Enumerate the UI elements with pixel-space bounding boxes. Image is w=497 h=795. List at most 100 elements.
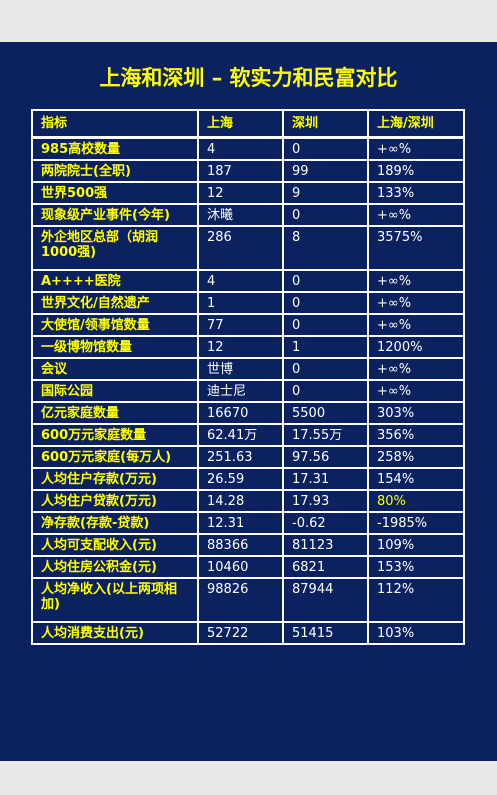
cell-shanghai: 52722	[197, 620, 284, 645]
table-row: 世界文化/自然遗产 1 0 +∞%	[31, 290, 465, 315]
table-row: 净存款(存款-贷款) 12.31 -0.62 -1985%	[31, 510, 465, 535]
cell-ratio: 153%	[367, 554, 465, 579]
cell-shenzhen: 87944	[282, 576, 369, 623]
table-row: 600万元家庭(每万人) 251.63 97.56 258%	[31, 444, 465, 469]
cell-shanghai: 4	[197, 136, 284, 161]
cell-shenzhen: 17.31	[282, 466, 369, 491]
cell-indicator: 人均消费支出(元)	[31, 620, 199, 645]
cell-ratio: 258%	[367, 444, 465, 469]
slide-title: 上海和深圳 – 软实力和民富对比	[99, 66, 398, 90]
cell-shanghai: 世博	[197, 356, 284, 381]
cell-ratio: 103%	[367, 620, 465, 645]
cell-ratio: +∞%	[367, 378, 465, 403]
cell-indicator: 世界文化/自然遗产	[31, 290, 199, 315]
cell-shenzhen: 6821	[282, 554, 369, 579]
cell-shanghai: 62.41万	[197, 422, 284, 447]
cell-shanghai: 88366	[197, 532, 284, 557]
cell-indicator: 会议	[31, 356, 199, 381]
cell-indicator: 两院院士(全职)	[31, 158, 199, 183]
cell-shanghai: 26.59	[197, 466, 284, 491]
table-row: 外企地区总部（胡润1000强) 286 8 3575%	[31, 224, 465, 271]
cell-shenzhen: 99	[282, 158, 369, 183]
cell-ratio: +∞%	[367, 312, 465, 337]
cell-shenzhen: 0	[282, 136, 369, 161]
table-row: 国际公园 迪士尼 0 +∞%	[31, 378, 465, 403]
table-row: 人均住户存款(万元) 26.59 17.31 154%	[31, 466, 465, 491]
cell-indicator: 人均住户贷款(万元)	[31, 488, 199, 513]
cell-indicator: 一级博物馆数量	[31, 334, 199, 359]
cell-ratio: 112%	[367, 576, 465, 623]
slide: 上海和深圳 – 软实力和民富对比 指标 上海 深圳 上海/深圳 985高校数量 4…	[0, 42, 497, 761]
cell-ratio: 303%	[367, 400, 465, 425]
cell-ratio: +∞%	[367, 356, 465, 381]
table-row: 一级博物馆数量 12 1 1200%	[31, 334, 465, 359]
table-row: 会议 世博 0 +∞%	[31, 356, 465, 381]
cell-shenzhen: 8	[282, 224, 369, 271]
cell-shenzhen: -0.62	[282, 510, 369, 535]
header-cell-indicator: 指标	[31, 109, 199, 139]
cell-shanghai: 286	[197, 224, 284, 271]
cell-shanghai: 12	[197, 334, 284, 359]
cell-shanghai: 1	[197, 290, 284, 315]
table-header-row: 指标 上海 深圳 上海/深圳	[31, 109, 465, 139]
cell-shenzhen: 17.93	[282, 488, 369, 513]
table-row: 世界500强 12 9 133%	[31, 180, 465, 205]
cell-shanghai: 187	[197, 158, 284, 183]
cell-shanghai: 迪士尼	[197, 378, 284, 403]
cell-shanghai: 16670	[197, 400, 284, 425]
cell-indicator: 人均住户存款(万元)	[31, 466, 199, 491]
cell-ratio: 80%	[367, 488, 465, 513]
table-row: 现象级产业事件(今年) 沐曦 0 +∞%	[31, 202, 465, 227]
cell-shenzhen: 17.55万	[282, 422, 369, 447]
cell-ratio: 109%	[367, 532, 465, 557]
cell-shanghai: 14.28	[197, 488, 284, 513]
cell-indicator: A++++医院	[31, 268, 199, 293]
cell-indicator: 大使馆/领事馆数量	[31, 312, 199, 337]
cell-shanghai: 4	[197, 268, 284, 293]
table-row: 人均住户贷款(万元) 14.28 17.93 80%	[31, 488, 465, 513]
cell-ratio: 3575%	[367, 224, 465, 271]
cell-indicator: 人均净收入(以上两项相加)	[31, 576, 199, 623]
table-row: 人均可支配收入(元) 88366 81123 109%	[31, 532, 465, 557]
cell-shenzhen: 81123	[282, 532, 369, 557]
comparison-table: 指标 上海 深圳 上海/深圳 985高校数量 4 0 +∞% 两院院士(全职) 187 99…	[31, 109, 465, 645]
cell-indicator: 亿元家庭数量	[31, 400, 199, 425]
cell-indicator: 现象级产业事件(今年)	[31, 202, 199, 227]
cell-ratio: 1200%	[367, 334, 465, 359]
cell-shanghai: 251.63	[197, 444, 284, 469]
cell-indicator: 净存款(存款-贷款)	[31, 510, 199, 535]
cell-indicator: 人均住房公积金(元)	[31, 554, 199, 579]
table-row: 人均净收入(以上两项相加) 98826 87944 112%	[31, 576, 465, 623]
cell-indicator: 985高校数量	[31, 136, 199, 161]
cell-indicator: 600万元家庭数量	[31, 422, 199, 447]
table-row: 人均住房公积金(元) 10460 6821 153%	[31, 554, 465, 579]
cell-indicator: 国际公园	[31, 378, 199, 403]
cell-shenzhen: 0	[282, 312, 369, 337]
cell-shenzhen: 1	[282, 334, 369, 359]
cell-shenzhen: 97.56	[282, 444, 369, 469]
header-cell-shanghai: 上海	[197, 109, 284, 139]
cell-shanghai: 10460	[197, 554, 284, 579]
cell-shenzhen: 0	[282, 290, 369, 315]
cell-shenzhen: 5500	[282, 400, 369, 425]
table-row: A++++医院 4 0 +∞%	[31, 268, 465, 293]
cell-indicator: 600万元家庭(每万人)	[31, 444, 199, 469]
cell-shanghai: 12	[197, 180, 284, 205]
cell-shanghai: 77	[197, 312, 284, 337]
table-row: 985高校数量 4 0 +∞%	[31, 136, 465, 161]
cell-ratio: 356%	[367, 422, 465, 447]
cell-indicator: 世界500强	[31, 180, 199, 205]
header-cell-ratio: 上海/深圳	[367, 109, 465, 139]
cell-shanghai: 98826	[197, 576, 284, 623]
cell-ratio: 154%	[367, 466, 465, 491]
cell-shenzhen: 0	[282, 356, 369, 381]
cell-shanghai: 12.31	[197, 510, 284, 535]
table-row: 两院院士(全职) 187 99 189%	[31, 158, 465, 183]
cell-ratio: +∞%	[367, 136, 465, 161]
cell-indicator: 人均可支配收入(元)	[31, 532, 199, 557]
cell-shenzhen: 0	[282, 378, 369, 403]
cell-indicator: 外企地区总部（胡润1000强)	[31, 224, 199, 271]
cell-shenzhen: 51415	[282, 620, 369, 645]
table-row: 600万元家庭数量 62.41万 17.55万 356%	[31, 422, 465, 447]
cell-ratio: +∞%	[367, 202, 465, 227]
